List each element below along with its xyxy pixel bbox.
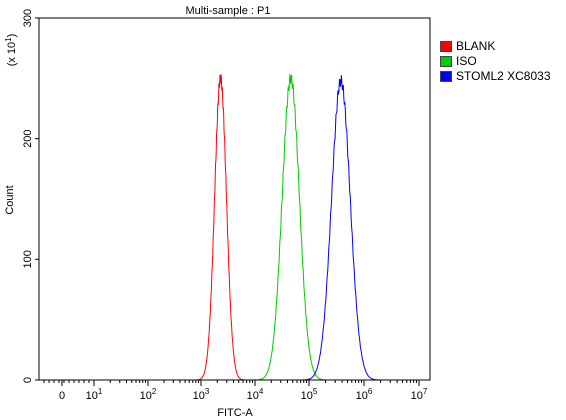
x-tick-label: 0 (59, 390, 65, 402)
legend-label-blank: BLANK (456, 39, 496, 53)
legend-swatch-stoml2 (440, 70, 452, 82)
legend-item-iso: ISO (440, 54, 551, 68)
x-tick-label: 106 (356, 387, 373, 402)
legend-swatch-iso (440, 55, 452, 67)
legend-label-stoml2: STOML2 XC8033 (456, 69, 551, 83)
x-tick-label: 101 (86, 387, 103, 402)
y-tick-label: 100 (22, 250, 34, 268)
histogram-curve-stoml2-xc8033 (301, 75, 381, 381)
y-tick-label: 0 (22, 377, 34, 383)
histogram-curve-blank (195, 74, 246, 381)
legend-item-stoml2: STOML2 XC8033 (440, 69, 551, 83)
legend-label-iso: ISO (456, 54, 477, 68)
plot-frame (38, 17, 431, 381)
x-tick-label: 104 (247, 387, 264, 402)
legend-swatch-blank (440, 40, 452, 52)
x-tick-label: 107 (411, 387, 428, 402)
x-axis-label: FITC-A (217, 407, 253, 419)
x-tick-label: 103 (193, 387, 210, 402)
x-tick-label: 105 (301, 387, 318, 402)
chart-title: Multi-sample : P1 (186, 5, 271, 17)
legend: BLANK ISO STOML2 XC8033 (440, 39, 551, 84)
histogram-curve-iso (254, 73, 328, 381)
y-multiplier-label: (x 101) (4, 34, 18, 67)
y-tick-label: 300 (22, 9, 34, 27)
x-tick-label: 102 (140, 387, 157, 402)
legend-item-blank: BLANK (440, 39, 551, 53)
y-tick-label: 200 (22, 129, 34, 147)
y-axis-label: Count (4, 185, 16, 214)
